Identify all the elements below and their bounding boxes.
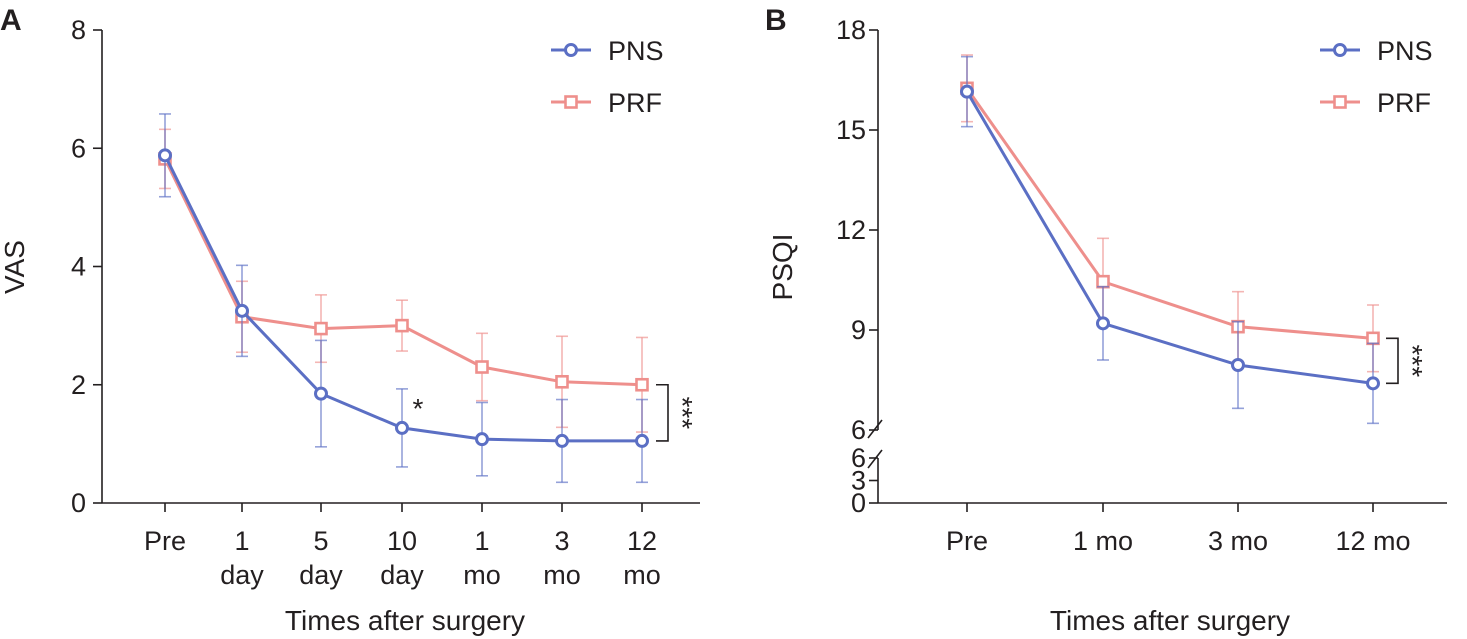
significance-star: *: [413, 393, 424, 424]
data-point-pns: [1096, 316, 1110, 331]
data-point-pns: [960, 84, 974, 99]
x-axis-title: Times after surgery: [285, 605, 525, 636]
legend-label-prf: PRF: [1377, 88, 1431, 118]
x-tick-label: day: [220, 560, 264, 590]
y-tick-label: 3: [851, 466, 866, 496]
x-tick-label: 10: [387, 526, 417, 556]
data-point-prf: [395, 318, 409, 333]
data-point-pns: [235, 303, 249, 318]
y-axis-title: PSQI: [767, 234, 798, 301]
x-tick-label: day: [380, 560, 424, 590]
legend: PNS PRF: [1320, 36, 1433, 118]
series-line-prf: [965, 87, 1374, 340]
data-point-pns: [395, 420, 409, 435]
x-tick-label: 12: [627, 526, 657, 556]
data-point-pns: [635, 433, 649, 448]
y-tick-label: 6: [71, 133, 86, 163]
data-point-prf: [635, 377, 649, 392]
x-tick-label: 12 mo: [1335, 526, 1410, 556]
series-line-pns: [965, 90, 1374, 385]
data-point-prf: [1096, 274, 1110, 289]
y-tick-label: 8: [71, 15, 86, 45]
data-point-prf: [314, 321, 328, 336]
x-tick-label: Pre: [946, 526, 988, 556]
y-tick-label: 0: [851, 488, 866, 518]
y-tick-label: 18: [836, 15, 866, 45]
significance-label: ***: [667, 396, 698, 429]
legend-label-prf: PRF: [608, 88, 662, 118]
y-tick-label: 6: [851, 443, 866, 473]
data-point-prf: [1366, 331, 1380, 346]
series-line-pns: [163, 154, 642, 443]
series-prf: [158, 128, 649, 433]
legend-label-pns: PNS: [1377, 36, 1433, 66]
x-tick-label: Pre: [144, 526, 186, 556]
panel-a-label: A: [0, 4, 22, 37]
legend-label-pns: PNS: [608, 36, 664, 66]
data-point-pns: [158, 148, 172, 163]
significance-label: ***: [1397, 344, 1428, 377]
y-tick-label: 4: [71, 252, 86, 282]
y-tick-label: 6: [851, 415, 866, 445]
y-tick-label: 9: [851, 315, 866, 345]
axis-break-mark: [867, 449, 883, 469]
axis-break-mark: [867, 419, 883, 439]
data-point-pns: [475, 432, 489, 447]
x-tick-label: mo: [463, 560, 501, 590]
legend: PNS PRF: [551, 36, 664, 118]
x-tick-label: 5: [313, 526, 328, 556]
x-tick-label: 3 mo: [1208, 526, 1268, 556]
y-tick-label: 12: [836, 215, 866, 245]
x-tick-label: day: [299, 560, 343, 590]
y-tick-label: 2: [71, 370, 86, 400]
legend-marker-pns: [564, 43, 578, 57]
data-point-pns: [314, 386, 328, 401]
panel-b-label: B: [765, 4, 787, 37]
legend-marker-pns: [1333, 43, 1347, 57]
significance-bracket: [1386, 337, 1399, 385]
significance-bracket: [656, 383, 669, 442]
data-point-prf: [555, 374, 569, 389]
series-pns: [158, 113, 649, 484]
legend-marker-prf: [564, 95, 578, 109]
y-tick-label: 15: [836, 115, 866, 145]
x-axis-title: Times after surgery: [1050, 605, 1290, 636]
series-pns: [960, 55, 1380, 425]
data-point-pns: [1366, 376, 1380, 391]
x-tick-label: 3: [554, 526, 569, 556]
y-axis-title: VAS: [0, 240, 30, 294]
data-point-pns: [1231, 358, 1245, 372]
data-point-pns: [555, 433, 569, 448]
x-tick-label: mo: [623, 560, 661, 590]
legend-marker-prf: [1333, 95, 1347, 109]
x-tick-label: 1: [474, 526, 489, 556]
panel-a-chart: A 0 2 4 6 8 Pre 1 day 5 day 10 day 1 mo 3 mo 12 mo Times af…: [0, 4, 700, 636]
x-tick-label: 1: [234, 526, 249, 556]
series-prf: [960, 54, 1380, 373]
x-tick-label: 1 mo: [1073, 526, 1133, 556]
y-tick-label: 0: [71, 488, 86, 518]
x-tick-label: mo: [543, 560, 581, 590]
data-point-prf: [475, 360, 489, 374]
